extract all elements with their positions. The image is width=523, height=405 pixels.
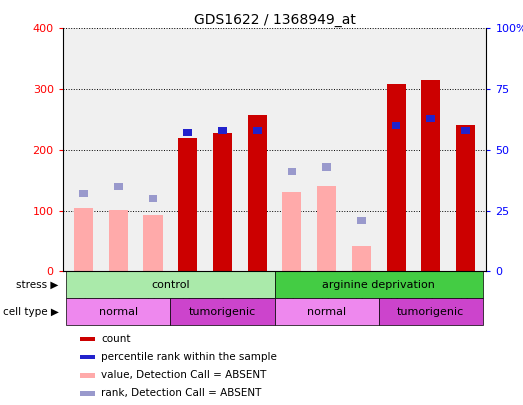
Bar [248,115,267,271]
Bar [392,122,401,129]
Title: GDS1622 / 1368949_at: GDS1622 / 1368949_at [194,13,356,27]
Bar [461,127,470,134]
Bar [170,298,275,325]
Bar [218,127,227,134]
Text: tumorigenic: tumorigenic [189,307,256,317]
Bar [109,210,128,271]
Text: normal: normal [99,307,138,317]
Text: cell type ▶: cell type ▶ [3,307,59,317]
Bar [66,298,170,325]
Bar [275,298,379,325]
Bar [456,125,475,271]
Bar [178,138,197,271]
Bar [79,355,95,359]
Bar [79,391,95,396]
Bar [275,271,483,298]
Bar [357,217,366,224]
Bar [184,129,192,136]
Bar [282,192,301,271]
Text: rank, Detection Call = ABSENT: rank, Detection Call = ABSENT [101,388,262,399]
Text: control: control [151,280,190,290]
Bar [79,190,88,197]
Bar [149,195,157,202]
Text: percentile rank within the sample: percentile rank within the sample [101,352,277,362]
Bar [379,298,483,325]
Bar [79,337,95,341]
Bar [426,115,435,122]
Bar [288,168,296,175]
Text: normal: normal [307,307,346,317]
Bar [317,186,336,271]
Bar [253,127,262,134]
Text: count: count [101,334,131,344]
Bar [352,246,371,271]
Bar [66,271,275,298]
Bar [422,80,440,271]
Bar [114,183,123,190]
Bar [213,133,232,271]
Bar [143,215,163,271]
Text: stress ▶: stress ▶ [16,280,59,290]
Bar [74,207,93,271]
Bar [322,163,331,171]
Bar [79,373,95,377]
Text: arginine deprivation: arginine deprivation [322,280,435,290]
Bar [386,84,406,271]
Text: tumorigenic: tumorigenic [397,307,464,317]
Text: value, Detection Call = ABSENT: value, Detection Call = ABSENT [101,370,267,380]
